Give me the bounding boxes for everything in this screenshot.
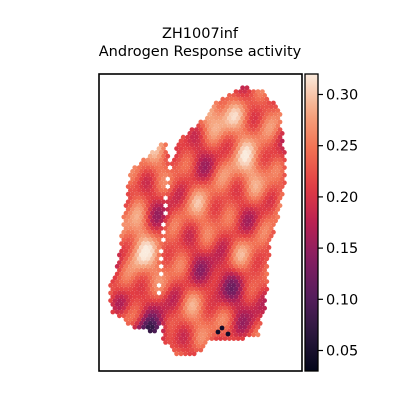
spot xyxy=(223,336,228,341)
spot xyxy=(198,348,203,353)
spot xyxy=(192,351,197,356)
spot xyxy=(132,325,137,330)
spot xyxy=(137,325,142,330)
spot xyxy=(231,336,236,341)
spot xyxy=(236,336,241,341)
spot xyxy=(240,336,245,341)
spot xyxy=(214,336,219,341)
spot xyxy=(251,332,256,337)
spot xyxy=(110,310,115,315)
spot xyxy=(152,329,157,334)
spot xyxy=(141,325,146,330)
colorbar-tick-label: 0.10 xyxy=(326,292,358,308)
spot xyxy=(179,351,184,356)
colorbar-gradient xyxy=(305,74,318,371)
spot xyxy=(174,351,179,356)
colorbar-tick-label: 0.15 xyxy=(326,241,358,257)
spot xyxy=(220,326,225,331)
colorbar-tick-label: 0.25 xyxy=(326,139,358,155)
spot xyxy=(117,313,122,318)
spot xyxy=(148,329,153,334)
colorbar-tick-label: 0.20 xyxy=(326,190,358,206)
chart-title: ZH1007inf xyxy=(162,26,239,42)
spot xyxy=(126,321,131,326)
spot xyxy=(183,351,188,356)
colorbar: 0.05 0.10 0.15 0.20 0.25 0.30 xyxy=(305,74,358,371)
spot xyxy=(226,332,231,337)
spot xyxy=(256,332,261,337)
spot xyxy=(227,336,232,341)
colorbar-tick-label: 0.05 xyxy=(326,344,358,360)
spot xyxy=(163,340,168,345)
colorbar-tick-label: 0.30 xyxy=(326,87,358,103)
spot-map xyxy=(108,85,287,356)
spot xyxy=(187,351,192,356)
spot xyxy=(218,336,223,341)
spot xyxy=(216,330,221,335)
chart-subtitle: Androgen Response activity xyxy=(99,44,302,60)
spot xyxy=(209,336,214,341)
spot xyxy=(247,332,252,337)
